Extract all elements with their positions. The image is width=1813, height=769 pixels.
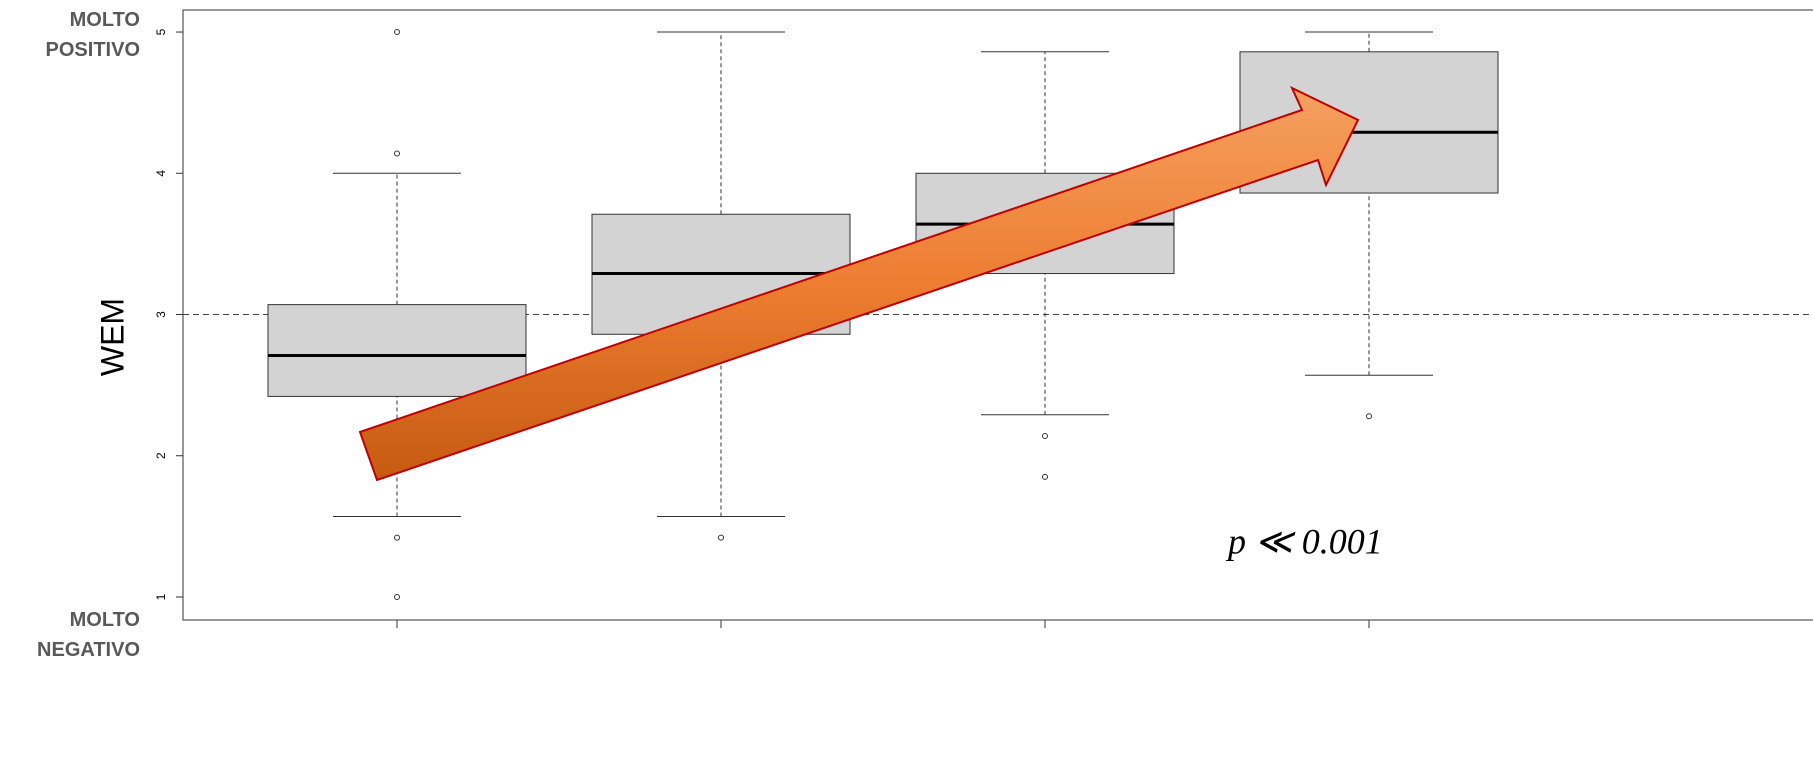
outlier <box>718 534 724 541</box>
trend-arrow <box>358 85 1360 482</box>
plot-layer: 1 2 3 4 5 <box>154 28 1813 628</box>
y-tick-label: 4 <box>154 170 168 177</box>
annotation: p ≪ 0.001 <box>1225 521 1383 561</box>
outlier <box>394 150 400 157</box>
y-tick-label: 1 <box>154 593 168 600</box>
bottom-label: MOLTO NEGATIVO <box>37 609 140 661</box>
outlier <box>1366 413 1372 420</box>
y-tick-label: 3 <box>154 311 168 318</box>
top-label: MOLTO POSITIVO <box>45 9 140 61</box>
outlier <box>394 593 400 600</box>
box <box>267 304 527 397</box>
y-axis-label: WEM <box>94 298 130 376</box>
outlier <box>1042 473 1048 480</box>
y-tick-label: 2 <box>154 452 168 459</box>
outlier <box>1042 432 1048 439</box>
outlier <box>394 534 400 541</box>
outlier <box>394 29 400 36</box>
y-tick-label: 5 <box>154 28 168 35</box>
